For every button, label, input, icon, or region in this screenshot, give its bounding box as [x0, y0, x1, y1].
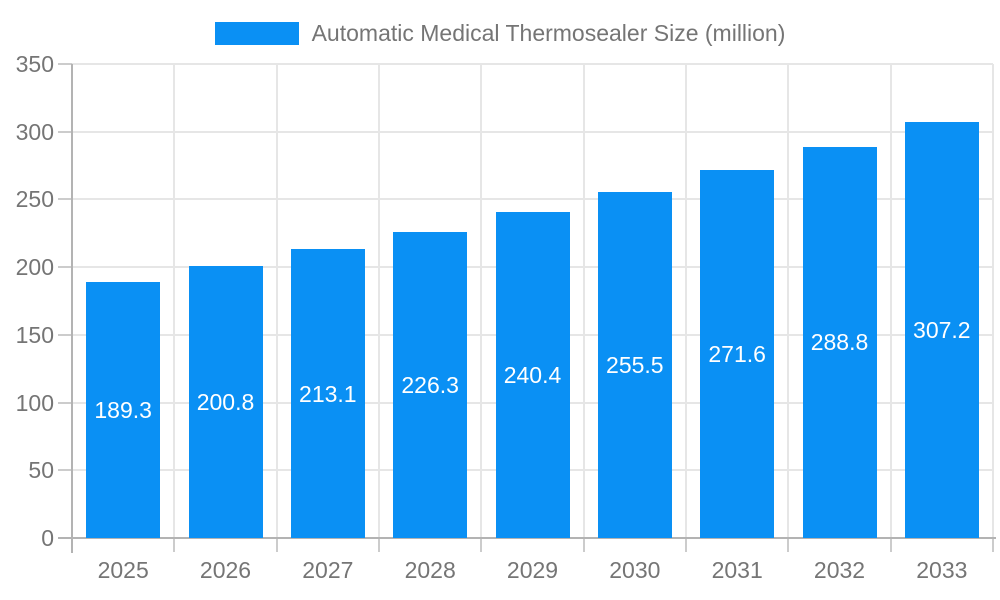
y-axis-label: 0 [41, 525, 54, 551]
gridline-vertical [480, 64, 483, 538]
bar-2025[interactable] [86, 281, 161, 538]
y-axis-tick [58, 333, 72, 336]
legend-item[interactable]: Automatic Medical Thermosealer Size (mil… [0, 21, 1000, 46]
bar-value-label: 288.8 [810, 329, 869, 356]
gridline-vertical [685, 64, 687, 538]
y-axis-label: 250 [15, 186, 54, 213]
bar-value-label: 226.3 [401, 371, 459, 398]
bar-value-label: 240.4 [503, 362, 562, 389]
y-axis-label: 100 [15, 389, 54, 416]
x-axis-label: 2030 [609, 557, 661, 583]
gridline-vertical [787, 64, 790, 538]
x-axis-tick [992, 538, 994, 552]
y-axis-label: 350 [15, 51, 54, 77]
y-axis-line [71, 64, 73, 553]
x-axis-label: 2025 [97, 557, 149, 583]
bar-2027[interactable] [290, 249, 365, 538]
gridline-vertical [582, 64, 585, 538]
bar-2026[interactable] [188, 266, 263, 538]
gridline-vertical [275, 64, 278, 538]
x-axis-label: 2031 [711, 557, 763, 583]
y-axis-tick [58, 266, 72, 269]
gridline-vertical [992, 64, 994, 538]
gridline-horizontal [72, 63, 993, 65]
gridline-vertical [889, 64, 892, 538]
legend-swatch [214, 22, 299, 45]
x-axis-label: 2029 [506, 557, 559, 583]
bar-2028[interactable] [393, 231, 468, 538]
x-axis-label: 2026 [199, 557, 252, 583]
bar-value-label: 271.6 [708, 341, 766, 368]
legend-label: Automatic Medical Thermosealer Size (mil… [311, 20, 786, 46]
bar-2030[interactable] [597, 191, 672, 538]
bar-value-label: 307.2 [913, 316, 971, 343]
bar-value-label: 200.8 [196, 389, 255, 416]
x-axis-tick [275, 538, 278, 552]
y-axis-label: 150 [15, 321, 54, 348]
bar-2029[interactable] [495, 212, 570, 538]
x-axis-label: 2033 [916, 557, 968, 583]
gridline-horizontal [72, 130, 993, 133]
x-axis-label: 2032 [813, 557, 866, 583]
bar-2033[interactable] [904, 121, 979, 538]
y-axis-tick [58, 198, 72, 201]
x-axis-tick [889, 538, 892, 552]
y-axis-tick [58, 130, 72, 133]
bar-value-label: 189.3 [94, 396, 152, 423]
x-axis-tick [582, 538, 585, 552]
bar-2032[interactable] [802, 146, 877, 538]
x-axis-tick [787, 538, 790, 552]
y-axis-tick [58, 63, 72, 65]
y-axis-label: 50 [28, 457, 54, 484]
x-axis-tick [173, 538, 176, 552]
y-axis-label: 200 [15, 254, 54, 281]
y-axis-label: 300 [15, 118, 54, 145]
gridline-vertical [378, 64, 380, 538]
gridline-horizontal [72, 198, 993, 201]
x-axis-label: 2028 [404, 557, 456, 583]
x-axis-tick [378, 538, 380, 552]
x-axis-line [58, 537, 996, 539]
x-axis-label: 2027 [302, 557, 354, 583]
bar-value-label: 213.1 [299, 380, 357, 407]
x-axis-tick [685, 538, 687, 552]
gridline-vertical [173, 64, 176, 538]
y-axis-tick [58, 401, 72, 404]
bar-2031[interactable] [700, 170, 775, 538]
x-axis-tick [480, 538, 483, 552]
y-axis-tick [58, 469, 72, 472]
bar-value-label: 255.5 [606, 351, 664, 378]
